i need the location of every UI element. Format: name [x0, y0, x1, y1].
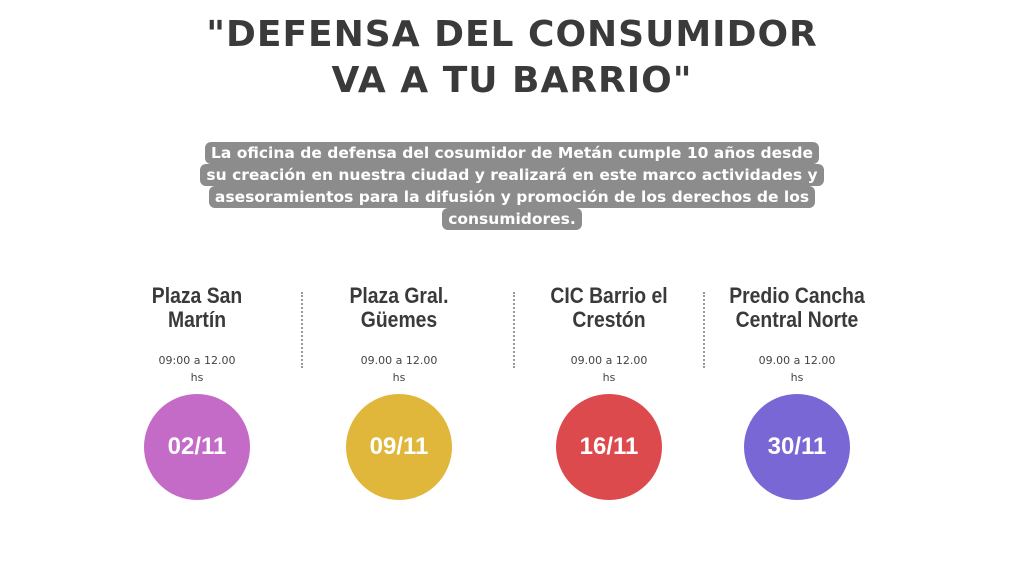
- intro-line-4: consumidores.: [442, 208, 582, 230]
- event-plaza-gral-guemes: Plaza Gral. Güemes 09.00 a 12.00 hs 09/1…: [299, 284, 499, 500]
- event-date-badge: 02/11: [144, 394, 250, 500]
- page-title: "DEFENSA DEL CONSUMIDOR VA A TU BARRIO": [0, 12, 1024, 104]
- event-time-line-1: 09.00 a 12.00: [360, 354, 438, 367]
- event-place: Plaza Gral. Güemes: [311, 284, 487, 336]
- event-predio-cancha-central-norte: Predio Cancha Central Norte 09.00 a 12.0…: [697, 284, 897, 500]
- event-place-line-2: Crestón: [572, 307, 646, 332]
- event-time: 09.00 a 12.00 hs: [509, 352, 709, 386]
- intro-line-1: La oficina de defensa del cosumidor de M…: [204, 142, 819, 164]
- event-date: 09/11: [369, 433, 429, 460]
- event-place-line-2: Martín: [167, 307, 227, 332]
- event-date: 02/11: [167, 433, 227, 460]
- event-time-line-2: hs: [790, 371, 804, 384]
- event-cic-barrio-el-creston: CIC Barrio el Crestón 09.00 a 12.00 hs 1…: [509, 284, 709, 500]
- event-time: 09:00 a 12.00 hs: [97, 352, 297, 386]
- event-place-line-1: Plaza Gral.: [349, 283, 449, 308]
- event-time: 09.00 a 12.00 hs: [299, 352, 499, 386]
- title-line-1: "DEFENSA DEL CONSUMIDOR: [206, 14, 818, 55]
- event-place: CIC Barrio el Crestón: [521, 284, 697, 336]
- divider: [703, 292, 705, 368]
- event-place-line-1: Predio Cancha: [729, 283, 865, 308]
- event-place-line-2: Central Norte: [735, 307, 859, 332]
- event-time-line-2: hs: [190, 371, 204, 384]
- event-place-line-1: CIC Barrio el: [550, 283, 668, 308]
- event-date-badge: 09/11: [346, 394, 452, 500]
- event-date: 30/11: [767, 433, 827, 460]
- event-time-line-2: hs: [392, 371, 406, 384]
- divider: [301, 292, 303, 368]
- intro-line-2: su creación en nuestra ciudad y realizar…: [200, 164, 824, 186]
- intro-line-3: asesoramientos para la difusión y promoc…: [208, 186, 816, 208]
- event-date: 16/11: [579, 433, 639, 460]
- divider: [513, 292, 515, 368]
- event-place: Plaza San Martín: [109, 284, 285, 336]
- event-place-line-1: Plaza San: [151, 283, 243, 308]
- event-date-badge: 16/11: [556, 394, 662, 500]
- event-time-line-1: 09:00 a 12.00: [158, 354, 236, 367]
- event-date-badge: 30/11: [744, 394, 850, 500]
- events-row: Plaza San Martín 09:00 a 12.00 hs 02/11 …: [0, 284, 1024, 524]
- event-time-line-1: 09.00 a 12.00: [758, 354, 836, 367]
- event-time-line-1: 09.00 a 12.00: [570, 354, 648, 367]
- title-line-2: VA A TU BARRIO": [331, 60, 693, 101]
- event-time: 09.00 a 12.00 hs: [697, 352, 897, 386]
- event-place: Predio Cancha Central Norte: [709, 284, 885, 336]
- event-time-line-2: hs: [602, 371, 616, 384]
- event-place-line-2: Güemes: [360, 307, 438, 332]
- intro-block: La oficina de defensa del cosumidor de M…: [0, 142, 1024, 230]
- event-plaza-san-martin: Plaza San Martín 09:00 a 12.00 hs 02/11: [97, 284, 297, 500]
